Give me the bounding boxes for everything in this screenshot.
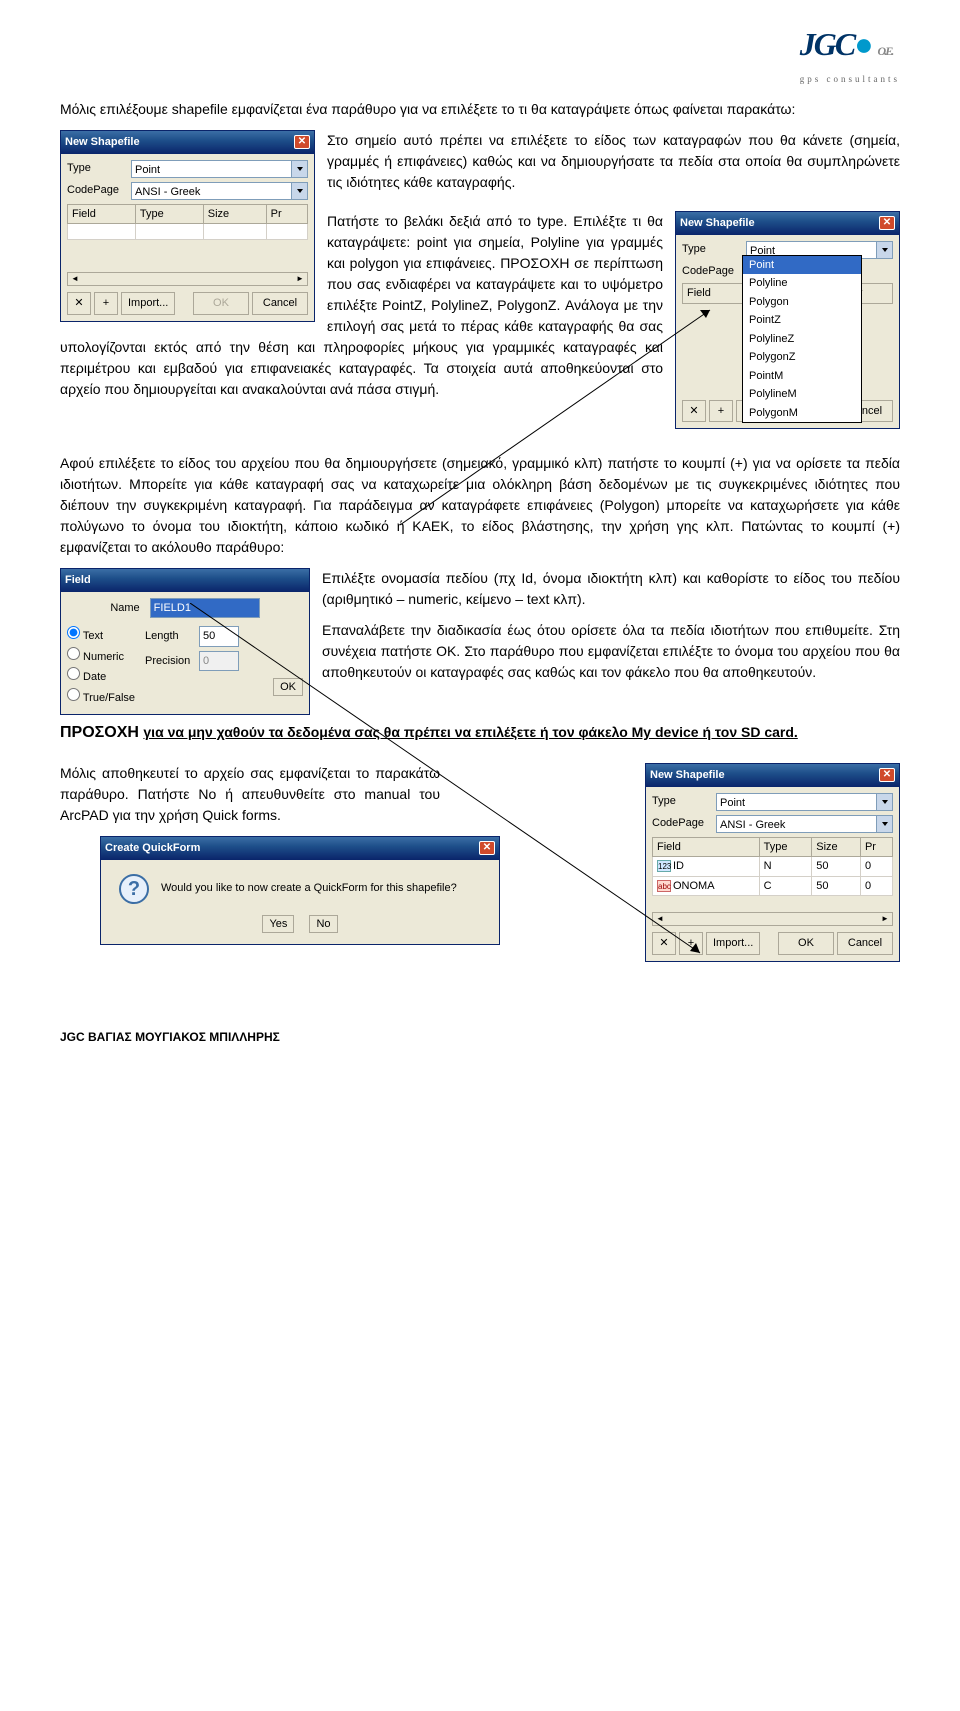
close-icon[interactable]: ✕ <box>479 841 495 855</box>
logo-subtitle: gps consultants <box>800 74 900 84</box>
precision-label: Precision <box>145 653 195 670</box>
codepage-label: CodePage <box>67 182 127 199</box>
table-row[interactable]: 123IDN500 <box>653 857 893 877</box>
quickform-message: Would you like to now create a QuickForm… <box>161 880 457 897</box>
footer: JGC ΒΑΓΙΑΣ ΜΟΥΓΙΑΚΟΣ ΜΠΙΛΛΗΡΗΣ <box>60 1028 900 1046</box>
no-button[interactable]: No <box>309 915 337 933</box>
radio-option[interactable]: Date <box>67 667 135 686</box>
dropdown-item[interactable]: PolylineM <box>743 385 861 404</box>
ok-button[interactable]: OK <box>273 678 303 696</box>
type-dropdown-list[interactable]: PointPolylinePolygonPointZPolylineZPolyg… <box>742 255 862 424</box>
field-table: Field Type Size Pr <box>67 204 308 241</box>
dropdown-item[interactable]: PolylineZ <box>743 330 861 349</box>
import-button[interactable]: Import... <box>706 932 760 955</box>
dialog-title: Create QuickForm <box>105 840 200 857</box>
import-button[interactable]: Import... <box>121 292 175 315</box>
type-combobox[interactable]: Point <box>131 160 308 178</box>
new-shapefile-dialog-2: New Shapefile ✕ Type Point CodePage Poin… <box>675 211 900 429</box>
cancel-button[interactable]: Cancel <box>252 292 308 315</box>
chevron-down-icon[interactable] <box>291 161 307 177</box>
chevron-down-icon[interactable] <box>876 816 892 832</box>
type-combobox[interactable]: Point <box>716 793 893 811</box>
chevron-down-icon[interactable] <box>876 794 892 810</box>
radio-option[interactable]: True/False <box>67 688 135 707</box>
radio-option[interactable]: Text <box>67 626 135 645</box>
cancel-button[interactable]: Cancel <box>837 932 893 955</box>
dialog-title: New Shapefile <box>650 767 725 784</box>
name-input[interactable]: FIELD1 <box>150 598 260 619</box>
close-icon[interactable]: ✕ <box>879 768 895 782</box>
new-shapefile-dialog-1: New Shapefile ✕ Type Point CodePage ANSI… <box>60 130 315 322</box>
add-field-button[interactable]: + <box>709 400 733 423</box>
delete-row-button[interactable]: ✕ <box>652 932 676 955</box>
codepage-combobox[interactable]: ANSI - Greek <box>131 182 308 200</box>
logo: JGC● O.E. gps consultants <box>60 20 900 89</box>
length-label: Length <box>145 628 195 645</box>
field-table: Field Type Size Pr 123IDN500abcONOMAC500 <box>652 837 893 897</box>
question-icon: ? <box>119 874 149 904</box>
close-icon[interactable]: ✕ <box>879 216 895 230</box>
type-label: Type <box>652 793 712 810</box>
new-shapefile-dialog-3: New Shapefile ✕ Type Point CodePage ANSI… <box>645 763 900 962</box>
dropdown-item[interactable]: PointM <box>743 367 861 386</box>
add-field-button[interactable]: + <box>679 932 703 955</box>
paragraph-plus-button: Αφού επιλέξετε το είδος του αρχείου που … <box>60 453 900 558</box>
precision-input: 0 <box>199 651 239 672</box>
dropdown-item[interactable]: Point <box>743 256 861 275</box>
chevron-down-icon[interactable] <box>291 183 307 199</box>
chevron-down-icon[interactable] <box>876 242 892 258</box>
type-label: Type <box>682 241 742 258</box>
dialog-title: New Shapefile <box>680 215 755 232</box>
yes-button[interactable]: Yes <box>262 915 294 933</box>
quickform-dialog: Create QuickForm ✕ ? Would you like to n… <box>100 836 500 945</box>
dropdown-item[interactable]: PointZ <box>743 311 861 330</box>
codepage-label: CodePage <box>682 263 742 280</box>
dropdown-item[interactable]: PolygonM <box>743 404 861 423</box>
dialog-title: New Shapefile <box>65 134 140 151</box>
dialog-title: Field <box>65 572 91 589</box>
delete-row-button[interactable]: ✕ <box>682 400 706 423</box>
horizontal-scrollbar[interactable]: ◄► <box>67 272 308 286</box>
horizontal-scrollbar[interactable]: ◄► <box>652 912 893 926</box>
logo-text: JGC● O.E. <box>800 26 892 62</box>
warning-line: ΠΡΟΣΟΧΗ για να μην χαθούν τα δεδομένα σα… <box>60 721 900 745</box>
field-dialog: Field Name FIELD1 Text Numeric Date True… <box>60 568 310 715</box>
paragraph-saved: Μόλις αποθηκευτεί το αρχείο σας εμφανίζε… <box>60 763 440 826</box>
delete-row-button[interactable]: ✕ <box>67 292 91 315</box>
dropdown-item[interactable]: Polyline <box>743 274 861 293</box>
length-input[interactable]: 50 <box>199 626 239 647</box>
codepage-combobox[interactable]: ANSI - Greek <box>716 815 893 833</box>
name-label: Name <box>110 600 139 617</box>
type-label: Type <box>67 160 127 177</box>
codepage-label: CodePage <box>652 815 712 832</box>
radio-option[interactable]: Numeric <box>67 647 135 666</box>
dropdown-item[interactable]: Polygon <box>743 293 861 312</box>
close-icon[interactable]: ✕ <box>294 135 310 149</box>
add-field-button[interactable]: + <box>94 292 118 315</box>
ok-button[interactable]: OK <box>778 932 834 955</box>
ok-button[interactable]: OK <box>193 292 249 315</box>
paragraph-intro: Μόλις επιλέξουμε shapefile εμφανίζεται έ… <box>60 99 900 120</box>
dropdown-item[interactable]: PolygonZ <box>743 348 861 367</box>
field-type-radios[interactable]: Text Numeric Date True/False <box>67 626 135 708</box>
table-row[interactable]: abcONOMAC500 <box>653 876 893 896</box>
